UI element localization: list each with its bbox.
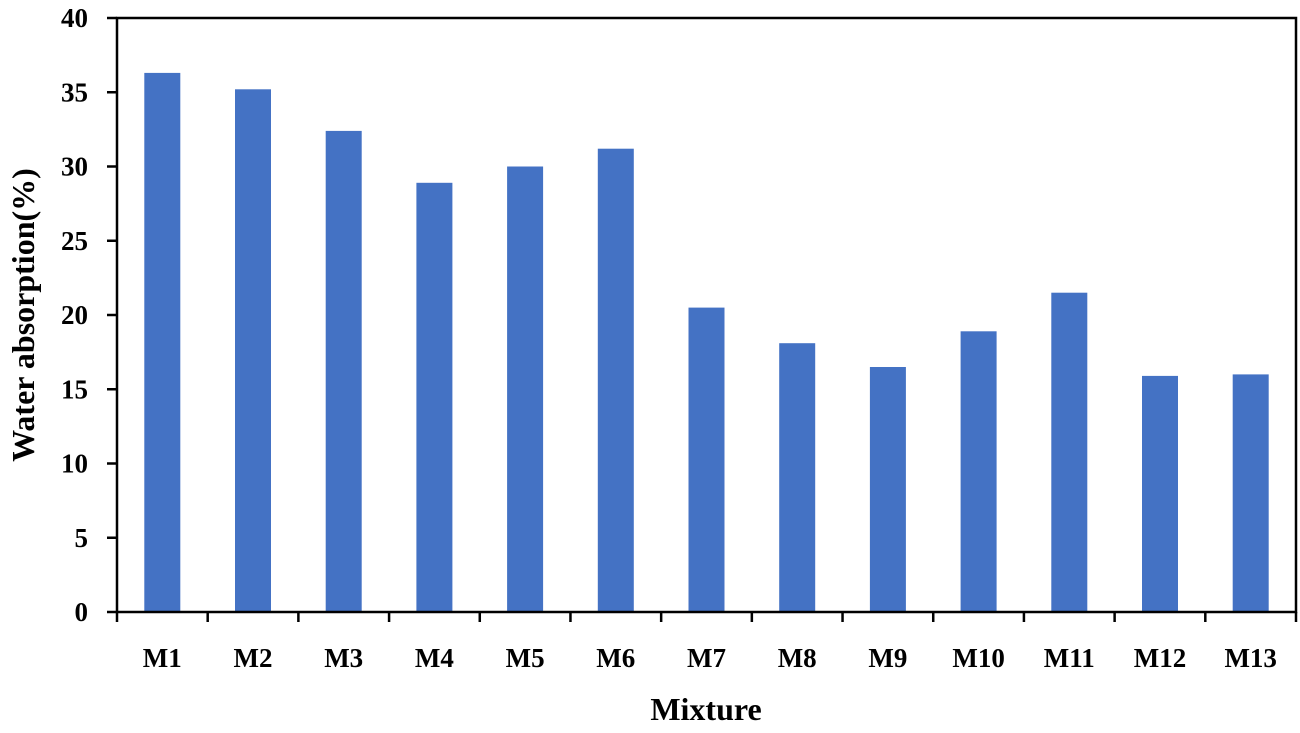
y-tick-label: 15 <box>61 374 88 404</box>
y-axis-ticks: 0 5 10 15 20 25 30 35 40 <box>61 3 117 627</box>
y-tick-label: 5 <box>75 523 89 553</box>
y-tick-label: 35 <box>61 77 88 107</box>
bars-group <box>144 72 1269 613</box>
x-tick-label: M5 <box>506 643 545 673</box>
y-tick-label: 20 <box>61 300 88 330</box>
y-tick-label: 25 <box>61 226 88 256</box>
y-tick-label: 0 <box>75 597 89 627</box>
x-tick-label: M3 <box>324 643 363 673</box>
bar-m8 <box>779 343 816 612</box>
bar-m11 <box>1051 292 1088 612</box>
x-tick-label: M8 <box>778 643 817 673</box>
x-tick-label: M4 <box>415 643 454 673</box>
bar-m5 <box>507 166 544 612</box>
x-tick-label: M9 <box>868 643 907 673</box>
bar-m6 <box>597 148 634 612</box>
bar-m7 <box>688 307 725 612</box>
bar-m4 <box>416 182 453 613</box>
x-tick-label: M7 <box>687 643 726 673</box>
y-tick-label: 30 <box>61 152 88 182</box>
bar-m2 <box>235 89 271 613</box>
x-axis-ticks: M1 M2 M3 M4 M5 M6 M7 M8 M9 M10 M11 M12 M13 <box>115 612 1298 673</box>
bar-m10 <box>960 331 997 612</box>
x-tick-label: M10 <box>952 643 1004 673</box>
x-tick-label: M6 <box>596 643 635 673</box>
bar-m13 <box>1232 374 1269 612</box>
x-tick-label: M11 <box>1044 643 1095 673</box>
x-axis-title: Mixture <box>650 691 761 727</box>
x-tick-label: M13 <box>1224 643 1276 673</box>
y-tick-label: 40 <box>61 3 88 33</box>
x-tick-label: M2 <box>234 643 273 673</box>
x-tick-label: M1 <box>143 643 182 673</box>
bar-m9 <box>869 367 906 612</box>
y-tick-label: 10 <box>61 449 88 479</box>
x-tick-label: M12 <box>1134 643 1186 673</box>
y-axis-title: Water absorption(%) <box>5 168 41 462</box>
bar-m1 <box>144 72 181 612</box>
bar-m12 <box>1142 375 1178 612</box>
bar-m3 <box>325 130 362 612</box>
plot-frame <box>115 16 1298 614</box>
